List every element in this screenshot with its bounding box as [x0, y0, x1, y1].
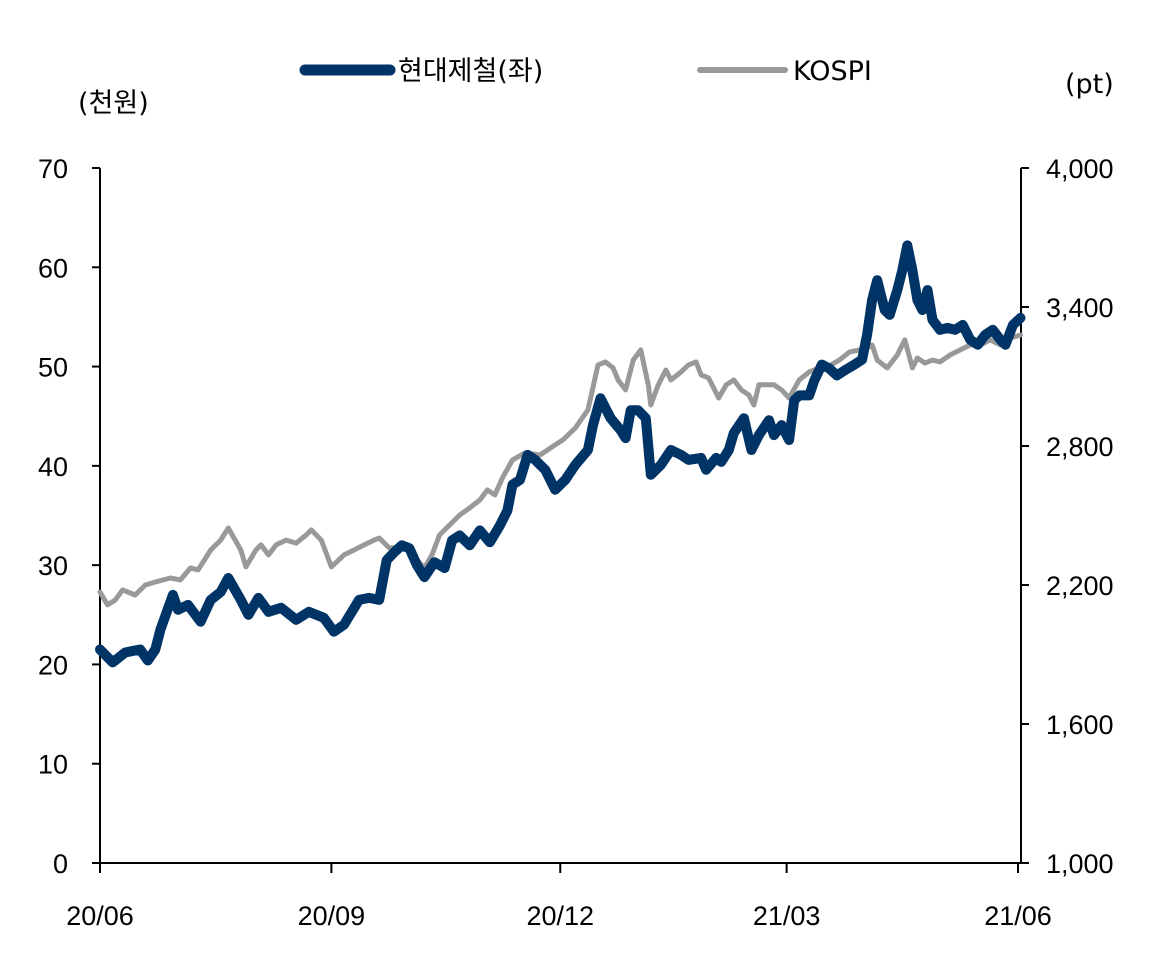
left-tick-label: 70	[38, 154, 68, 184]
left-tick-label: 0	[53, 849, 68, 879]
x-tick-label: 20/06	[66, 901, 134, 931]
series-line-hyundai-steel	[95, 240, 1026, 668]
right-tick-label: 1,600	[1046, 710, 1114, 740]
x-tick-label: 21/06	[984, 901, 1052, 931]
left-tick-label: 10	[38, 750, 68, 780]
left-tick-label: 20	[38, 650, 68, 680]
series-line-kospi	[97, 332, 1023, 608]
right-tick-label: 1,000	[1046, 849, 1114, 879]
left-tick-label: 50	[38, 353, 68, 383]
legend-label-hyundai-steel: 현대제철(좌)	[398, 56, 543, 87]
left-tick-label: 30	[38, 551, 68, 581]
x-tick-label: 20/12	[526, 901, 594, 931]
x-tick-label: 21/03	[753, 901, 821, 931]
legend: 현대제철(좌) KOSPI	[299, 56, 872, 87]
right-tick-label: 2,200	[1046, 571, 1114, 601]
right-axis-unit: (pt)	[1065, 69, 1114, 100]
left-tick-label: 60	[38, 253, 68, 283]
legend-label-kospi: KOSPI	[793, 56, 872, 87]
right-tick-label: 3,400	[1046, 293, 1114, 323]
left-tick-label: 40	[38, 452, 68, 482]
x-tick-label: 20/09	[298, 901, 366, 931]
right-tick-label: 4,000	[1046, 154, 1114, 184]
right-tick-label: 2,800	[1046, 432, 1114, 462]
left-axis-unit: (천원)	[78, 88, 149, 119]
